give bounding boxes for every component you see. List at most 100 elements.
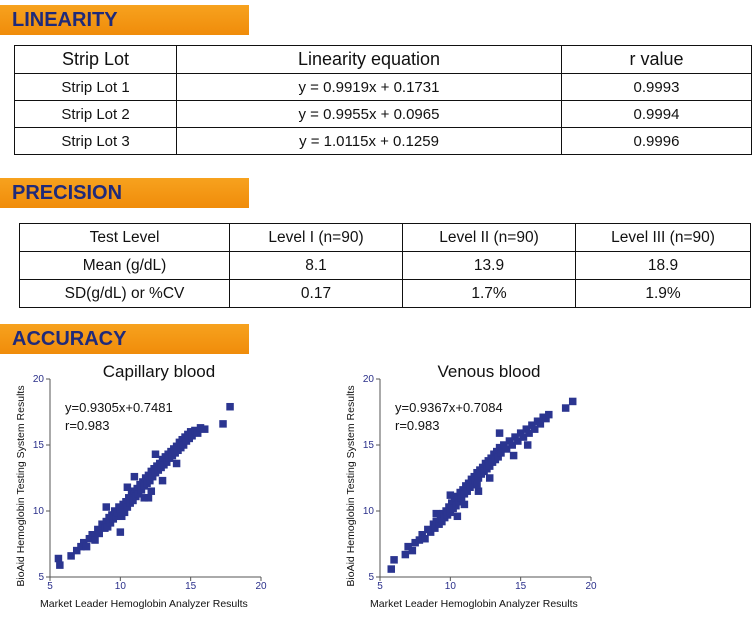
x-tick-label: 15 — [515, 581, 527, 592]
data-point — [452, 501, 460, 510]
table-header-row: Strip Lot Linearity equation r value — [14, 45, 752, 74]
data-point — [125, 494, 133, 502]
data-point — [453, 512, 462, 521]
y-tick-label: 15 — [363, 440, 375, 451]
venous-scatter-svg: Venous blood 5 10 15 20 5 10 15 20 Market Leader … — [345, 362, 597, 610]
data-point — [478, 463, 487, 472]
x-tick-label: 10 — [445, 581, 457, 592]
data-point — [568, 397, 577, 406]
data-point — [474, 487, 483, 495]
header-level-2: Level II (n=90) — [402, 223, 576, 252]
cell-r-value: 0.9993 — [561, 73, 752, 101]
data-point — [426, 528, 435, 536]
data-point — [502, 445, 511, 453]
y-tick-label: 10 — [363, 506, 375, 517]
data-point — [148, 472, 157, 481]
data-point — [432, 509, 441, 518]
cell-equation: y = 0.9955x + 0.0965 — [176, 100, 562, 128]
x-tick-label: 15 — [185, 581, 197, 592]
cell-strip-lot: Strip Lot 2 — [14, 100, 177, 128]
data-point — [493, 447, 501, 456]
cell-value: 0.17 — [229, 279, 403, 308]
y-tick-label: 15 — [33, 440, 45, 451]
data-point — [54, 554, 63, 563]
x-axis-label: Market Leader Hemoglobin Analyzer Result… — [370, 598, 578, 610]
data-point — [474, 474, 483, 482]
data-point — [186, 428, 195, 436]
data-point — [500, 441, 508, 449]
data-point — [103, 523, 112, 531]
cell-value: 1.7% — [402, 279, 576, 308]
data-point — [85, 534, 94, 543]
y-axis-label: BioAid Hemoglobin Testing System Results — [345, 385, 357, 586]
table-row: Strip Lot 2 y = 0.9955x + 0.0965 0.9994 — [14, 100, 752, 128]
precision-table: Test Level Level I (n=90) Level II (n=90… — [19, 223, 751, 308]
data-point — [450, 496, 459, 505]
data-point — [487, 454, 495, 462]
data-point — [438, 517, 446, 526]
accuracy-banner: ACCURACY — [0, 324, 249, 354]
data-point — [421, 534, 429, 543]
header-level-3: Level III (n=90) — [575, 223, 751, 252]
data-point — [95, 529, 103, 538]
data-point — [94, 525, 102, 534]
data-point — [56, 561, 64, 569]
data-point — [509, 451, 518, 460]
data-point — [116, 505, 125, 514]
data-point — [147, 487, 156, 495]
data-point — [188, 432, 196, 440]
data-point — [536, 420, 545, 428]
data-point — [542, 414, 550, 423]
data-point — [226, 402, 234, 411]
linearity-table: Strip Lot Linearity equation r value Str… — [14, 45, 752, 155]
regression-equation: y=0.9305x+0.7481 — [65, 400, 173, 415]
x-tick-label: 5 — [47, 581, 53, 592]
data-point — [505, 437, 514, 445]
cell-metric: Mean (g/dL) — [19, 251, 230, 280]
data-point — [133, 484, 141, 493]
data-point — [122, 498, 130, 506]
x-tick-label: 20 — [255, 581, 267, 592]
header-r-value: r value — [561, 45, 752, 74]
data-point — [123, 503, 132, 511]
data-point — [523, 441, 532, 449]
cell-value: 18.9 — [575, 251, 751, 280]
x-tick-label: 20 — [585, 581, 597, 592]
cell-r-value: 0.9996 — [561, 127, 752, 155]
chart-title: Capillary blood — [103, 362, 215, 381]
data-point — [140, 494, 148, 502]
data-point — [401, 550, 410, 559]
data-point — [446, 491, 455, 499]
data-point — [473, 480, 481, 489]
data-point — [464, 479, 473, 488]
data-point — [516, 429, 525, 437]
data-point — [530, 425, 539, 433]
x-tick-label: 10 — [115, 581, 127, 592]
data-point — [106, 519, 115, 527]
data-point — [528, 421, 536, 429]
data-point — [457, 494, 466, 502]
table-row: Strip Lot 1 y = 0.9919x + 0.1731 0.9993 — [14, 73, 752, 101]
data-point — [408, 546, 417, 555]
data-point — [102, 517, 111, 526]
data-point — [390, 556, 398, 564]
data-point — [431, 524, 439, 532]
capillary-scatter-svg: Capillary blood 5 10 15 20 5 10 15 20 Market Lead… — [15, 362, 267, 610]
data-point — [522, 425, 531, 433]
regression-equation: y=0.9367x+0.7084 — [395, 400, 503, 415]
table-row: SD(g/dL) or %CV 0.17 1.7% 1.9% — [19, 279, 751, 308]
y-axis-label: BioAid Hemoglobin Testing System Results — [15, 385, 27, 586]
data-point — [134, 490, 143, 498]
data-point — [82, 542, 91, 551]
capillary-scatter-plot: Capillary blood 5 10 15 20 5 10 15 20 Market Lead… — [0, 355, 290, 623]
header-linearity-equation: Linearity equation — [176, 45, 562, 74]
data-point — [497, 449, 505, 457]
x-axis-label: Market Leader Hemoglobin Analyzer Result… — [40, 598, 248, 610]
data-point — [163, 458, 171, 466]
table-row: Mean (g/dL) 8.1 13.9 18.9 — [19, 251, 751, 280]
data-point — [519, 433, 528, 441]
data-point — [455, 498, 463, 506]
data-point — [123, 483, 132, 491]
data-point — [463, 487, 471, 495]
data-point — [172, 442, 181, 451]
